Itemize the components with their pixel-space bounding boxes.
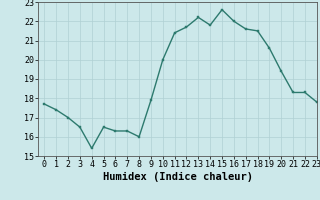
X-axis label: Humidex (Indice chaleur): Humidex (Indice chaleur) bbox=[103, 172, 252, 182]
